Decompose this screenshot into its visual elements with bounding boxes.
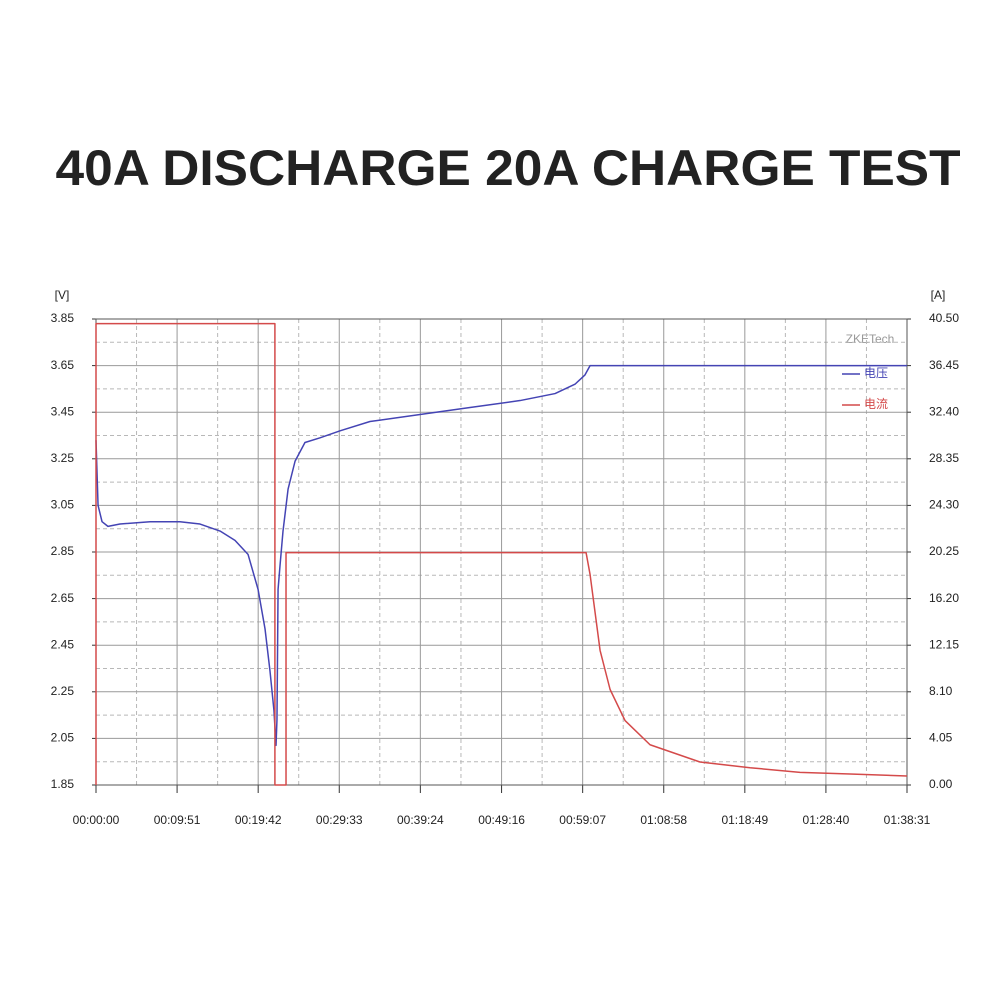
x-tick-label: 00:29:33 bbox=[316, 813, 363, 827]
y2-tick-label: 16.20 bbox=[929, 591, 959, 605]
y-tick-label: 3.85 bbox=[51, 311, 75, 325]
y-tick-label: 2.45 bbox=[51, 637, 75, 651]
legend-label: 电压 bbox=[864, 366, 888, 380]
x-tick-label: 01:08:58 bbox=[640, 813, 687, 827]
x-tick-label: 01:38:31 bbox=[884, 813, 931, 827]
y2-tick-label: 0.00 bbox=[929, 777, 953, 791]
y-tick-label: 2.05 bbox=[51, 731, 75, 745]
x-tick-label: 01:28:40 bbox=[803, 813, 850, 827]
y-tick-label: 3.45 bbox=[51, 404, 75, 418]
x-tick-label: 01:18:49 bbox=[721, 813, 768, 827]
y2-tick-label: 8.10 bbox=[929, 684, 953, 698]
y-tick-label: 3.05 bbox=[51, 498, 75, 512]
y2-tick-label: 28.35 bbox=[929, 451, 959, 465]
y2-axis-label: [A] bbox=[931, 288, 946, 302]
y-tick-label: 1.85 bbox=[51, 777, 75, 791]
x-tick-label: 00:09:51 bbox=[154, 813, 201, 827]
y-tick-label: 3.65 bbox=[51, 358, 75, 372]
y-tick-label: 2.65 bbox=[51, 591, 75, 605]
x-tick-label: 00:39:24 bbox=[397, 813, 444, 827]
x-tick-label: 00:00:00 bbox=[73, 813, 120, 827]
y2-tick-label: 20.25 bbox=[929, 544, 959, 558]
watermark: ZKETech bbox=[846, 332, 895, 346]
series-line bbox=[95, 322, 908, 786]
chart-title: 40A DISCHARGE 20A CHARGE TEST bbox=[56, 140, 961, 196]
y-tick-label: 2.25 bbox=[51, 684, 75, 698]
y2-tick-label: 32.40 bbox=[929, 404, 959, 418]
x-tick-label: 00:49:16 bbox=[478, 813, 525, 827]
y2-tick-label: 12.15 bbox=[929, 637, 959, 651]
x-tick-label: 00:59:07 bbox=[559, 813, 606, 827]
series-line bbox=[95, 364, 907, 747]
y2-tick-label: 36.45 bbox=[929, 358, 959, 372]
x-tick-label: 00:19:42 bbox=[235, 813, 282, 827]
y-tick-label: 3.25 bbox=[51, 451, 75, 465]
y-tick-label: 2.85 bbox=[51, 544, 75, 558]
y2-tick-label: 24.30 bbox=[929, 498, 959, 512]
legend-label: 电流 bbox=[864, 397, 888, 411]
y-axis-label: [V] bbox=[55, 288, 70, 302]
y2-tick-label: 4.05 bbox=[929, 731, 953, 745]
y2-tick-label: 40.50 bbox=[929, 311, 959, 325]
